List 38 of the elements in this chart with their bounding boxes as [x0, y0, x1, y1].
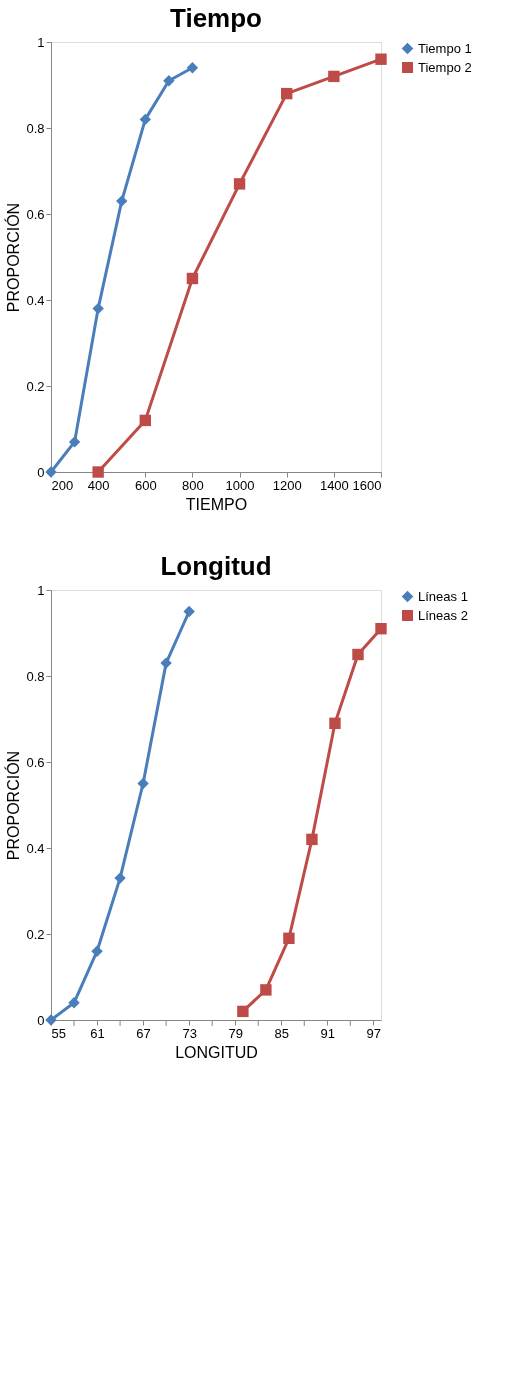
x-tick-label: 1000 [225, 477, 255, 493]
y-axis-title: PROPORCIÓN [4, 750, 23, 861]
y-tick-label: 0.6 [26, 754, 45, 770]
y-tick-label: 0.8 [26, 120, 45, 136]
y-tick-label: 1 [37, 582, 45, 598]
x-tick-label: 73 [182, 1025, 197, 1041]
x-tick-label: 67 [136, 1025, 151, 1041]
y-tick-label: 0.6 [26, 206, 45, 222]
x-tick-label: 91 [320, 1025, 336, 1041]
y-tick-label: 1 [37, 34, 45, 50]
y-tick-label: 0 [37, 464, 45, 480]
x-tick-label: 800 [182, 477, 204, 493]
y-tick-label: 0.4 [26, 292, 45, 308]
chart-title: Longitud [160, 551, 272, 581]
chart-title: Tiempo [170, 3, 262, 33]
x-tick-label: 85 [274, 1025, 289, 1041]
x-tick-label: 79 [228, 1025, 243, 1041]
legend-label: Líneas 1 [418, 588, 468, 604]
y-tick-label: 0 [37, 1012, 45, 1028]
x-axis-title: LONGITUD [175, 1043, 258, 1061]
x-tick-label: 1200 [272, 477, 302, 493]
x-tick-label: 97 [366, 1025, 382, 1041]
x-tick-label: 600 [134, 477, 157, 493]
legend-label: Líneas 2 [418, 607, 468, 623]
y-tick-label: 0.8 [26, 668, 45, 684]
y-tick-label: 0.2 [26, 926, 45, 942]
y-tick-label: 0.4 [26, 840, 45, 856]
x-tick-label: 200 [51, 477, 74, 493]
x-tick-label: 55 [51, 1025, 66, 1041]
x-tick-label: 61 [90, 1025, 105, 1041]
legend-label: Tiempo 1 [418, 40, 472, 56]
x-axis-title: TIEMPO [185, 495, 248, 513]
legend-label: Tiempo 2 [418, 59, 472, 75]
x-tick-label: 1400 [319, 477, 349, 493]
x-tick-label: 1600 [352, 477, 382, 493]
y-axis-title: PROPORCIÓN [4, 202, 23, 313]
x-tick-label: 400 [87, 477, 110, 493]
y-tick-label: 0.2 [26, 378, 45, 394]
